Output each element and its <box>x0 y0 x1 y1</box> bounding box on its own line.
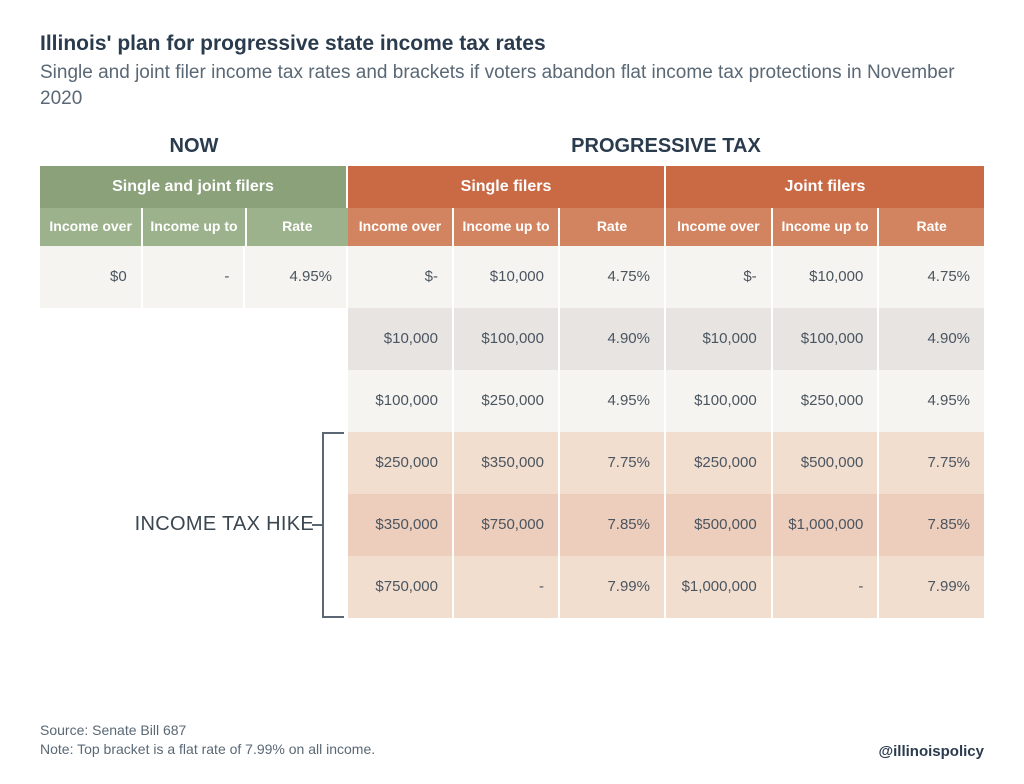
cell-over: $10,000 <box>348 308 454 370</box>
table-row: $1,000,000 - 7.99% <box>666 556 984 618</box>
cell-rate: 4.95% <box>245 246 348 308</box>
social-handle: @illinoispolicy <box>879 743 984 760</box>
table-row: $250,000 $350,000 7.75% <box>348 432 666 494</box>
cell-over: $- <box>348 246 454 308</box>
footnote: Source: Senate Bill 687 Note: Top bracke… <box>40 721 375 760</box>
cell-over: $1,000,000 <box>666 556 773 618</box>
table-row: $100,000 $250,000 4.95% <box>348 370 666 432</box>
chart-subtitle: Single and joint filer income tax rates … <box>40 60 984 111</box>
cell-over: $100,000 <box>666 370 773 432</box>
col-header-rate: Rate <box>879 208 984 246</box>
table-row: $- $10,000 4.75% <box>666 246 984 308</box>
col-header-over: Income over <box>666 208 773 246</box>
cell-over: $350,000 <box>348 494 454 556</box>
progressive-columns: Single filers Income over Income up to R… <box>348 166 984 618</box>
cell-rate: 4.95% <box>560 370 666 432</box>
source-text: Source: Senate Bill 687 <box>40 721 375 741</box>
cell-upto: $750,000 <box>454 494 560 556</box>
cell-over: $750,000 <box>348 556 454 618</box>
col-header-rate: Rate <box>560 208 666 246</box>
cell-upto: $10,000 <box>773 246 880 308</box>
cell-upto: $100,000 <box>773 308 880 370</box>
hike-label: INCOME TAX HIKE <box>135 513 322 536</box>
col-header-upto: Income up to <box>454 208 560 246</box>
section-headers: NOW PROGRESSIVE TAX <box>40 135 984 158</box>
cell-over: $10,000 <box>666 308 773 370</box>
cell-upto: $350,000 <box>454 432 560 494</box>
cell-rate: 7.75% <box>560 432 666 494</box>
table-row: $0 - 4.95% <box>40 246 348 308</box>
table-row: $500,000 $1,000,000 7.85% <box>666 494 984 556</box>
note-text: Note: Top bracket is a flat rate of 7.99… <box>40 740 375 760</box>
cell-rate: 7.85% <box>879 494 984 556</box>
joint-filers-column: Joint filers Income over Income up to Ra… <box>666 166 984 618</box>
table-row: $- $10,000 4.75% <box>348 246 666 308</box>
cell-over: $500,000 <box>666 494 773 556</box>
group-header-single: Single filers <box>348 166 666 208</box>
cell-upto: - <box>143 246 246 308</box>
footer: Source: Senate Bill 687 Note: Top bracke… <box>40 721 984 760</box>
cell-rate: 7.85% <box>560 494 666 556</box>
table-row: $100,000 $250,000 4.95% <box>666 370 984 432</box>
col-header-over: Income over <box>40 208 143 246</box>
chart-title: Illinois' plan for progressive state inc… <box>40 32 984 56</box>
table-row: $10,000 $100,000 4.90% <box>348 308 666 370</box>
cell-over: $0 <box>40 246 143 308</box>
cell-upto: $1,000,000 <box>773 494 880 556</box>
col-header-upto: Income up to <box>773 208 880 246</box>
cell-rate: 7.99% <box>560 556 666 618</box>
single-filers-column: Single filers Income over Income up to R… <box>348 166 666 618</box>
cell-upto: - <box>773 556 880 618</box>
cell-rate: 4.75% <box>560 246 666 308</box>
cell-rate: 7.75% <box>879 432 984 494</box>
section-prog-label: PROGRESSIVE TAX <box>348 135 984 158</box>
cell-upto: $250,000 <box>773 370 880 432</box>
group-header-joint: Joint filers <box>666 166 984 208</box>
table-row: $750,000 - 7.99% <box>348 556 666 618</box>
section-now-label: NOW <box>40 135 348 158</box>
table-row: $350,000 $750,000 7.85% <box>348 494 666 556</box>
cell-over: $100,000 <box>348 370 454 432</box>
table-row: $10,000 $100,000 4.90% <box>666 308 984 370</box>
col-header-rate: Rate <box>247 208 348 246</box>
cell-rate: 4.90% <box>560 308 666 370</box>
bracket-icon <box>322 432 344 618</box>
cell-upto: $10,000 <box>454 246 560 308</box>
cell-upto: - <box>454 556 560 618</box>
cell-upto: $500,000 <box>773 432 880 494</box>
cell-upto: $250,000 <box>454 370 560 432</box>
cell-upto: $100,000 <box>454 308 560 370</box>
cell-rate: 4.90% <box>879 308 984 370</box>
cell-over: $250,000 <box>348 432 454 494</box>
cell-rate: 4.95% <box>879 370 984 432</box>
cell-rate: 4.75% <box>879 246 984 308</box>
cell-rate: 7.99% <box>879 556 984 618</box>
group-header-now: Single and joint filers <box>40 166 348 208</box>
table-row: $250,000 $500,000 7.75% <box>666 432 984 494</box>
income-tax-hike-callout: INCOME TAX HIKE <box>40 432 344 618</box>
col-header-upto: Income up to <box>143 208 246 246</box>
cell-over: $- <box>666 246 773 308</box>
cell-over: $250,000 <box>666 432 773 494</box>
col-header-over: Income over <box>348 208 454 246</box>
